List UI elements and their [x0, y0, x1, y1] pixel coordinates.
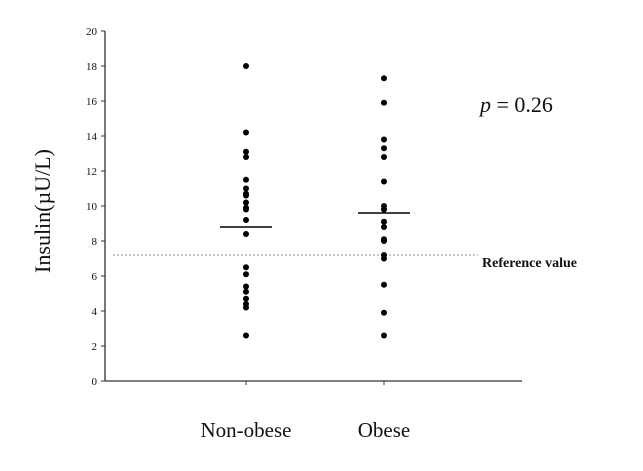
data-point: [381, 206, 387, 213]
data-point: [243, 192, 249, 199]
data-point: [243, 332, 249, 339]
data-point: [381, 332, 387, 339]
p-symbol: p: [478, 92, 491, 117]
data-point: [381, 281, 387, 288]
data-point: [243, 154, 249, 160]
data-point: [243, 231, 249, 237]
data-point: [381, 238, 387, 244]
data-point: [243, 271, 249, 278]
y-tick-label: 12: [86, 166, 97, 178]
y-tick-label: 20: [86, 26, 98, 38]
data-point: [243, 148, 249, 155]
data-point: [243, 217, 249, 223]
data-point: [243, 129, 249, 136]
data-point: [243, 283, 249, 290]
data-point: [243, 264, 249, 271]
x-category-label: Obese: [358, 418, 410, 442]
data-point: [381, 145, 387, 152]
data-point: [381, 309, 387, 316]
data-point: [243, 176, 249, 183]
y-tick-label: 16: [86, 96, 98, 108]
labels: Insulin(µU/L) Non-obese Obese p = 0.26: [30, 92, 553, 442]
axes: 0 2 4 6 8 10 12 14 16 18 20: [86, 26, 522, 388]
reference-line-group: Reference value: [113, 254, 577, 271]
data-points: [243, 63, 387, 339]
y-tick-label: 4: [92, 306, 98, 318]
data-point: [243, 288, 249, 295]
y-tick-label: 10: [86, 201, 98, 213]
x-category-label: Non-obese: [201, 418, 292, 442]
data-point: [381, 75, 387, 82]
data-point: [381, 218, 387, 225]
data-point: [243, 199, 249, 206]
y-tick-label: 18: [86, 61, 98, 73]
p-value: = 0.26: [491, 92, 553, 117]
y-tick-label: 8: [92, 236, 98, 248]
data-point: [243, 304, 249, 311]
data-point: [381, 178, 387, 185]
p-value-annotation: p = 0.26: [478, 92, 553, 117]
y-axis-label: Insulin(µU/L): [30, 149, 55, 273]
data-point: [243, 295, 249, 302]
y-tick-label: 6: [92, 271, 98, 283]
data-point: [381, 99, 387, 106]
data-point: [243, 185, 249, 192]
y-tick-label: 2: [92, 341, 98, 353]
y-tick-label: 14: [86, 131, 98, 143]
data-point: [381, 136, 387, 143]
data-point: [381, 255, 387, 262]
data-point: [381, 224, 387, 230]
data-point: [243, 63, 249, 69]
reference-label: Reference value: [482, 256, 577, 271]
data-point: [381, 154, 387, 160]
mean-lines: [220, 212, 410, 228]
data-point: [243, 206, 249, 213]
y-tick-label: 0: [92, 376, 98, 388]
